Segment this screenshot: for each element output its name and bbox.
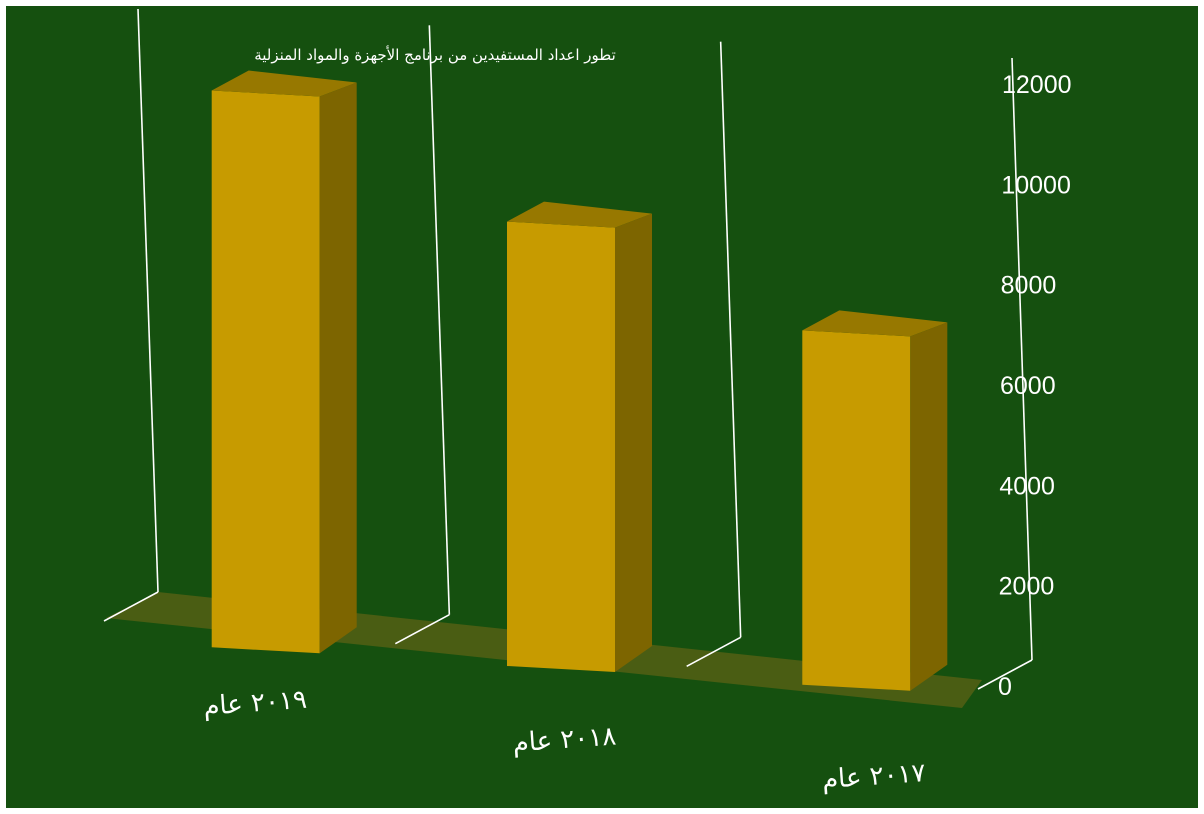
bar <box>211 70 357 654</box>
bar-chart-3d: 0 2000 4000 6000 8000 10000 12000 ٢٠١٩ عام ٢٠١٨… <box>6 6 1198 808</box>
bar-top <box>507 201 652 228</box>
bar-side <box>615 213 652 672</box>
y-tick-label: 0 <box>998 673 1012 701</box>
x-category-label: ٢٠١٩ عام <box>202 685 308 722</box>
bar <box>802 310 948 691</box>
grid-floor-slant <box>686 636 742 668</box>
x-category-label: ٢٠١٨ عام <box>512 721 618 758</box>
y-tick-label: 12000 <box>1002 71 1072 99</box>
grid-post <box>1011 57 1033 661</box>
bar <box>507 201 652 672</box>
bar-side <box>910 322 948 691</box>
grid-post <box>428 25 451 615</box>
grid-floor-slant <box>977 659 1033 690</box>
bar-front <box>802 330 911 691</box>
grid-post <box>137 8 159 593</box>
bar-front <box>507 221 615 672</box>
bar-side <box>319 82 357 654</box>
chart-panel: 0 2000 4000 6000 8000 10000 12000 ٢٠١٩ عام ٢٠١٨… <box>6 6 1198 808</box>
chart-title: تطور اعداد المستفيدين من برنامج الأجهزة … <box>254 45 616 64</box>
y-tick-label: 6000 <box>1000 372 1056 400</box>
y-tick-label: 2000 <box>999 573 1055 601</box>
y-tick-label: 10000 <box>1001 171 1071 199</box>
bar-front <box>211 90 320 654</box>
y-tick-label: 4000 <box>999 472 1055 500</box>
grid-post <box>719 41 742 638</box>
grid-floor-slant <box>103 591 159 622</box>
grid-floor-slant <box>394 613 450 645</box>
x-category-label: ٢٠١٧ عام <box>821 758 927 795</box>
y-tick-label: 8000 <box>1001 272 1057 300</box>
bar-top <box>211 70 357 97</box>
bar-top <box>802 310 948 337</box>
